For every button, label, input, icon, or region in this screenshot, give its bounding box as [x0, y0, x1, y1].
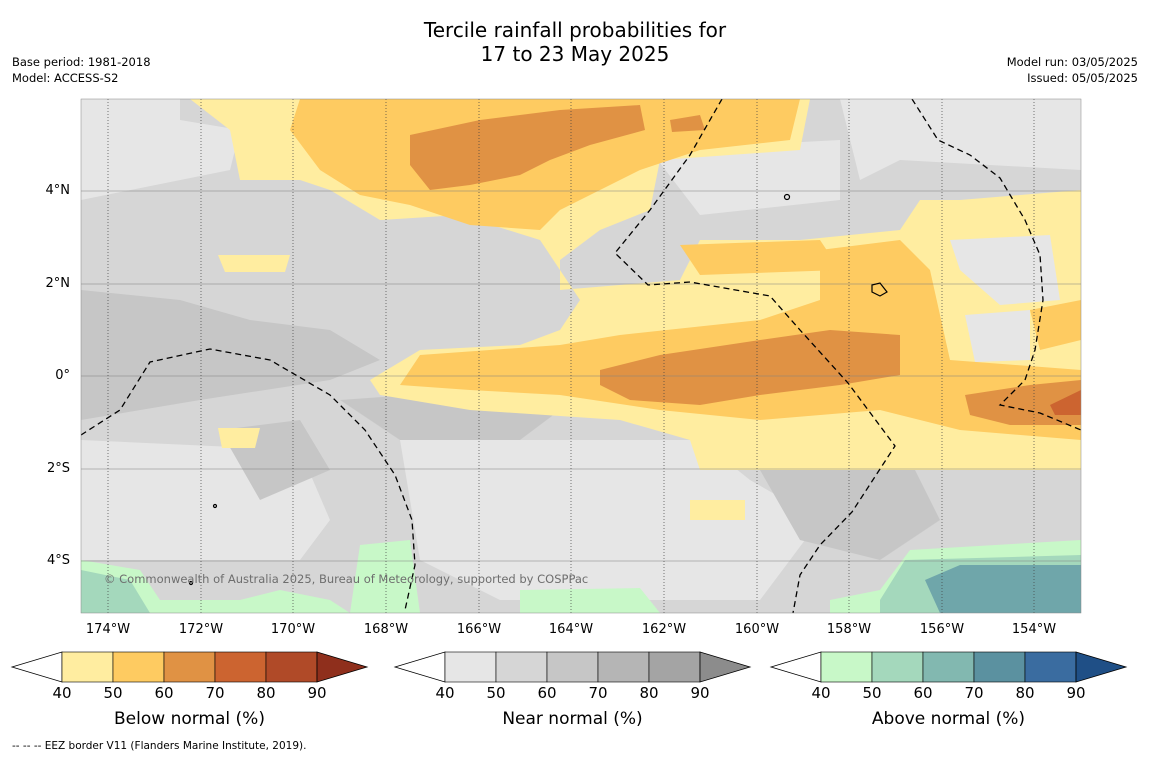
colorbar-low-extend — [769, 651, 822, 683]
copyright-notice: © Commonwealth of Australia 2025, Bureau… — [104, 572, 589, 586]
colorbar-tick-label: 70 — [588, 684, 608, 702]
near-normal-gap-2 — [965, 310, 1030, 362]
colorbar-tick-label: 90 — [307, 684, 327, 702]
lat-label-0: 0° — [55, 368, 70, 383]
below-normal-60-e — [965, 380, 1081, 425]
colorbar-tick-label: 80 — [639, 684, 659, 702]
near-normal-60-w — [81, 290, 380, 420]
colorbar-tick-label: 90 — [1066, 684, 1086, 702]
eez-border — [81, 99, 1081, 613]
colorbar-tick-label: 70 — [205, 684, 225, 702]
lat-label-2s: 2°S — [46, 461, 70, 476]
map-area — [81, 99, 1081, 613]
colorbar-segment — [922, 651, 975, 683]
near-normal-gap-1 — [950, 235, 1060, 305]
below-normal-40-patch — [690, 500, 745, 520]
colorbar-tick-label: 40 — [52, 684, 72, 702]
colorbar-title: Near normal (%) — [502, 709, 643, 729]
above-normal-40-s — [350, 540, 420, 613]
colorbar-tick-label: 60 — [537, 684, 557, 702]
colorbar-high-extend — [316, 651, 369, 683]
above-normal-40-s2 — [520, 588, 660, 613]
colorbar-high-extend — [699, 651, 752, 683]
colorbar-segment — [163, 651, 216, 683]
lon-label-154w: 154°W — [1011, 622, 1057, 637]
lon-label-170w: 170°W — [270, 622, 316, 637]
colorbars — [10, 651, 1128, 683]
colorbar-tick-label: 40 — [435, 684, 455, 702]
lon-label-174w: 174°W — [85, 622, 131, 637]
above-normal-50-sw — [81, 570, 150, 613]
colorbar-tick-label: 80 — [256, 684, 276, 702]
colorbar-segment — [112, 651, 165, 683]
below-normal-50-c — [400, 240, 1081, 440]
below-normal-60-c — [600, 330, 900, 405]
lon-label-160w: 160°W — [734, 622, 780, 637]
latitude-gridlines — [81, 190, 1081, 562]
map-title: Tercile rainfall probabilities for 17 to… — [0, 18, 1150, 66]
near-normal-40-ne — [840, 99, 1081, 180]
colorbar-segment — [820, 651, 873, 683]
below-normal-60-spot — [670, 115, 705, 132]
colorbar-tick-label: 70 — [964, 684, 984, 702]
title-line-1: Tercile rainfall probabilities for — [423, 18, 727, 42]
colorbar-tick-label: 50 — [862, 684, 882, 702]
colorbar-title: Below normal (%) — [114, 709, 265, 729]
map-frame — [80, 98, 1082, 614]
lon-label-162w: 162°W — [641, 622, 687, 637]
above-normal-60-se — [925, 565, 1081, 613]
lat-label-4n: 4°N — [45, 183, 71, 198]
islands — [188, 193, 888, 586]
run-info: Model run: 03/05/2025 Issued: 05/05/2025 — [1007, 54, 1138, 86]
colorbar-low-extend — [393, 651, 446, 683]
near-normal-40-n — [650, 140, 840, 215]
lat-label-2n: 2°N — [45, 276, 71, 291]
eez-footnote: -- -- -- EEZ border V11 (Flanders Marine… — [12, 740, 307, 752]
colorbar-segment — [871, 651, 924, 683]
colorbar-segment — [495, 651, 548, 683]
colorbar-segment — [214, 651, 267, 683]
colorbar-tick-label: 40 — [811, 684, 831, 702]
below-normal-40-small — [218, 255, 290, 272]
colorbar-segment — [597, 651, 650, 683]
colorbar-segment — [61, 651, 114, 683]
lat-label-4s: 4°S — [46, 553, 70, 568]
near-normal-40-s — [400, 440, 820, 600]
colorbar-segment — [546, 651, 599, 683]
near-normal-40-nw — [81, 99, 240, 200]
colorbar-title: Above normal (%) — [871, 709, 1026, 729]
colorbar-segment — [265, 651, 318, 683]
colorbar-tick-label: 80 — [1015, 684, 1035, 702]
above-normal-40-sw — [81, 560, 350, 613]
model-name: Model: ACCESS-S2 — [12, 71, 119, 85]
lon-label-168w: 168°W — [363, 622, 409, 637]
model-info: Base period: 1981-2018 Model: ACCESS-S2 — [12, 54, 151, 86]
lon-label-164w: 164°W — [548, 622, 594, 637]
title-line-2: 17 to 23 May 2025 — [480, 42, 670, 66]
colorbar-segment — [973, 651, 1026, 683]
below-normal-50-e — [1030, 300, 1081, 350]
below-normal-50-band — [680, 240, 840, 275]
lon-label-166w: 166°W — [456, 622, 502, 637]
lon-label-156w: 156°W — [919, 622, 965, 637]
colorbar-segment — [1024, 651, 1077, 683]
issued-date: Issued: 05/05/2025 — [1027, 71, 1138, 85]
colorbar-segment — [648, 651, 701, 683]
lon-label-172w: 172°W — [178, 622, 224, 637]
lon-label-158w: 158°W — [826, 622, 872, 637]
colorbar-high-extend — [1075, 651, 1128, 683]
colorbar-tick-label: 50 — [486, 684, 506, 702]
colorbar-tick-label: 50 — [103, 684, 123, 702]
colorbar-tick-label: 60 — [913, 684, 933, 702]
below-normal-70-e — [1050, 390, 1081, 415]
base-period: Base period: 1981-2018 — [12, 55, 151, 69]
colorbar-tick-label: 60 — [154, 684, 174, 702]
colorbar-tick-label: 90 — [690, 684, 710, 702]
colorbar-segment — [444, 651, 497, 683]
below-normal-40-spot — [218, 428, 260, 448]
model-run: Model run: 03/05/2025 — [1006, 55, 1138, 69]
below-normal-60-n — [410, 105, 645, 190]
colorbar-low-extend — [10, 651, 63, 683]
